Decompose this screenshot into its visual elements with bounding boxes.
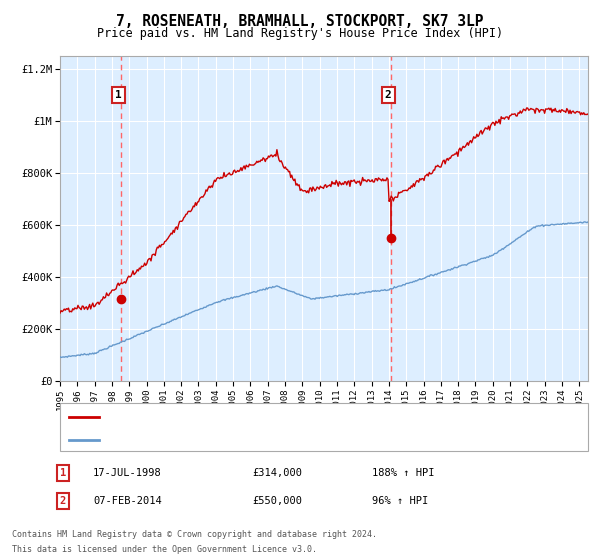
- Text: 7, ROSENEATH, BRAMHALL, STOCKPORT, SK7 3LP (detached house): 7, ROSENEATH, BRAMHALL, STOCKPORT, SK7 3…: [105, 412, 459, 422]
- Text: Price paid vs. HM Land Registry's House Price Index (HPI): Price paid vs. HM Land Registry's House …: [97, 27, 503, 40]
- Text: 17-JUL-1998: 17-JUL-1998: [93, 468, 162, 478]
- Text: 1: 1: [60, 468, 66, 478]
- Text: 96% ↑ HPI: 96% ↑ HPI: [372, 496, 428, 506]
- Text: £314,000: £314,000: [252, 468, 302, 478]
- Text: 07-FEB-2014: 07-FEB-2014: [93, 496, 162, 506]
- Text: HPI: Average price, detached house, Stockport: HPI: Average price, detached house, Stoc…: [105, 435, 375, 445]
- Text: 188% ↑ HPI: 188% ↑ HPI: [372, 468, 434, 478]
- Text: £550,000: £550,000: [252, 496, 302, 506]
- Text: 7, ROSENEATH, BRAMHALL, STOCKPORT, SK7 3LP: 7, ROSENEATH, BRAMHALL, STOCKPORT, SK7 3…: [116, 14, 484, 29]
- Text: 1: 1: [115, 90, 122, 100]
- Text: This data is licensed under the Open Government Licence v3.0.: This data is licensed under the Open Gov…: [12, 545, 317, 554]
- Text: 2: 2: [385, 90, 391, 100]
- Text: Contains HM Land Registry data © Crown copyright and database right 2024.: Contains HM Land Registry data © Crown c…: [12, 530, 377, 539]
- Text: 2: 2: [60, 496, 66, 506]
